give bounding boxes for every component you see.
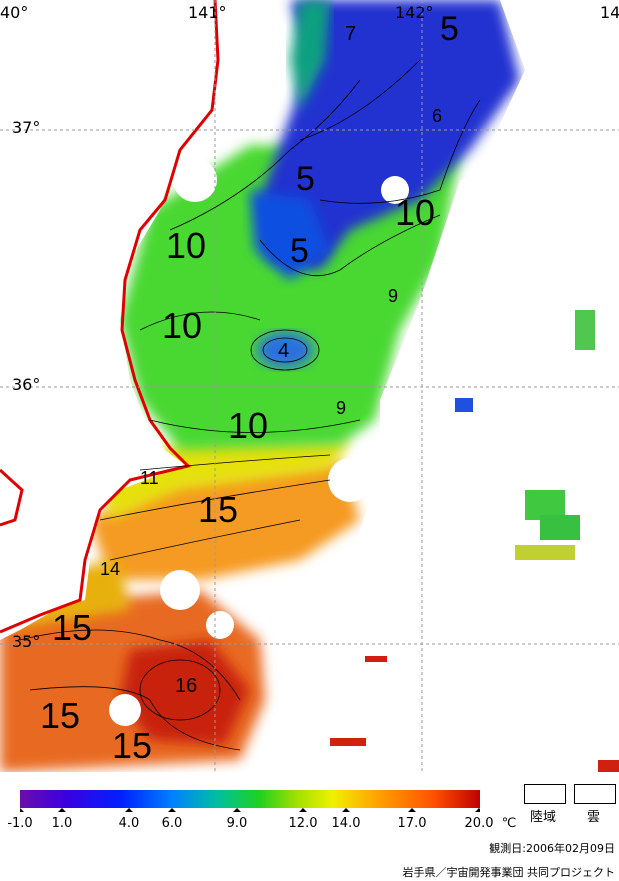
contour-label: 15: [112, 725, 152, 766]
scale-tick: -1.0: [7, 816, 33, 831]
cloud-gaps: [109, 0, 619, 772]
scale-tick: 14.0: [331, 816, 361, 831]
contour-label: 15: [52, 607, 92, 648]
scale-unit: ℃: [501, 816, 517, 831]
lat-label: 36°: [12, 375, 40, 394]
contour-label: 11: [140, 468, 159, 488]
contour-label: 10: [166, 225, 206, 266]
scale-tick: 20.0: [464, 816, 494, 831]
graticule: [0, 0, 619, 772]
contour-label: 15: [198, 489, 238, 530]
sea-surface-temperature-map: 40° 141° 142° 14 37° 36° 35° 5 7 6 5 10 …: [0, 0, 619, 772]
lon-label: 14: [600, 3, 619, 22]
scale-tick: 6.0: [161, 816, 183, 831]
lat-label: 35°: [12, 632, 40, 651]
offshore-patches: [330, 310, 619, 772]
credit: 岩手県／宇宙開発事業団 共同プロジェクト: [402, 866, 616, 879]
contour-label: 9: [388, 286, 398, 306]
cloud-legend-label: 雲: [587, 810, 601, 825]
land-legend-swatch: [524, 784, 566, 804]
green-water-region: [120, 145, 460, 450]
contour-label: 5: [296, 160, 315, 198]
lon-label: 142°: [395, 3, 434, 22]
land-mass: [0, 0, 215, 640]
lon-label: 40°: [0, 3, 28, 22]
hot-core-region: [120, 640, 250, 745]
observation-date: 観測日:2006年02月09日: [489, 842, 615, 855]
contour-label: 5: [290, 232, 309, 270]
contour-label: 4: [278, 340, 289, 362]
coastline-islet: [0, 468, 24, 527]
cold-eddy: [250, 190, 330, 280]
scale-tick: 1.0: [51, 816, 73, 831]
isotherm-contours: [19, 59, 481, 751]
scale-tick: 17.0: [397, 816, 427, 831]
contour-label: 7: [345, 23, 356, 45]
teal-transition: [290, 0, 330, 110]
contour-label: 6: [432, 106, 442, 126]
scale-tick: 9.0: [226, 816, 248, 831]
cloud-legend-swatch: [574, 784, 616, 804]
cold-water-region: [260, 0, 520, 270]
contour-label: 14: [100, 559, 120, 579]
contour-label: 15: [40, 695, 80, 736]
scale-tick: 4.0: [118, 816, 140, 831]
scale-tick: 12.0: [288, 816, 318, 831]
color-scale-bar: [20, 790, 480, 812]
contour-label: 10: [228, 405, 268, 446]
lon-label: 141°: [188, 3, 227, 22]
land-legend-label: 陸域: [530, 810, 557, 825]
lat-label: 37°: [12, 118, 40, 137]
contour-label: 10: [162, 305, 202, 346]
contour-label: 10: [395, 192, 435, 233]
contour-label: 16: [175, 675, 197, 697]
coastline: [0, 0, 220, 634]
contour-label: 5: [440, 10, 459, 48]
contour-label: 9: [336, 398, 346, 418]
